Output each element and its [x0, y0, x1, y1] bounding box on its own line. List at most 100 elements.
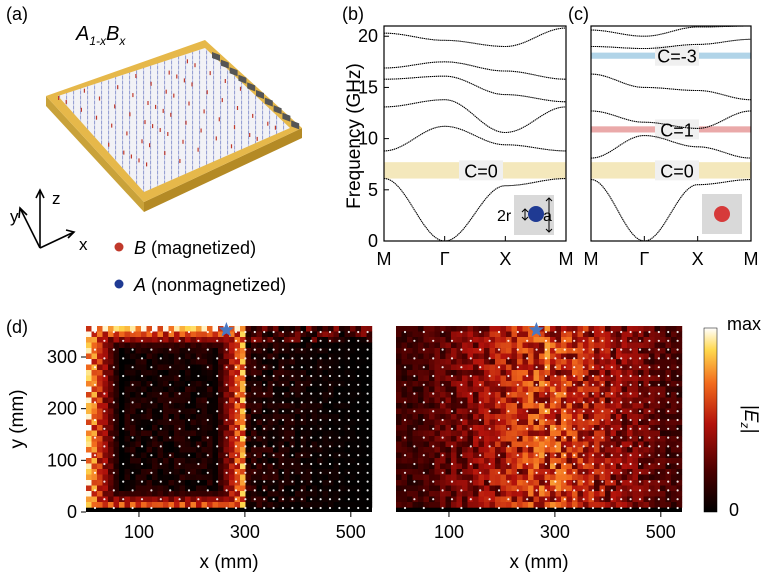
field-cell [577, 452, 584, 459]
field-cell [610, 463, 617, 470]
field-cell [207, 469, 213, 475]
rod-marker [563, 410, 566, 413]
field-cell [102, 485, 109, 492]
field-cell [152, 381, 158, 387]
field-cell [451, 364, 457, 371]
field-cell [212, 397, 219, 404]
field-cell [621, 337, 628, 343]
field-cell [418, 502, 424, 508]
field-cell [418, 370, 424, 376]
field-cell [401, 331, 408, 338]
rod-marker [601, 418, 604, 422]
field-cell [671, 370, 677, 376]
field-cell [412, 447, 419, 453]
field-cell [234, 480, 241, 486]
field-cell [174, 375, 180, 382]
field-cell [174, 326, 180, 332]
field-cell [141, 331, 147, 338]
field-cell [262, 397, 268, 404]
rod-marker [272, 480, 275, 483]
field-cell [124, 353, 131, 360]
field-cell [300, 430, 307, 437]
field-cell [621, 348, 628, 354]
field-cell [339, 458, 345, 464]
rod-marker [601, 410, 604, 413]
field-cell [517, 441, 523, 448]
field-cell [396, 496, 402, 503]
field-cell [267, 392, 274, 398]
field-cell [495, 353, 501, 360]
field-cell [163, 342, 169, 349]
field-cell [185, 342, 191, 349]
field-cell [544, 419, 551, 426]
field-cell [135, 491, 142, 497]
field-cell [157, 447, 164, 453]
field-cell [190, 502, 197, 508]
field-cell [423, 502, 430, 508]
field-cell [627, 436, 633, 442]
magnetized-rod [215, 136, 217, 141]
field-cell [317, 386, 323, 393]
field-cell [218, 474, 224, 481]
field-cell [135, 326, 142, 332]
field-cell [423, 403, 430, 409]
field-cell [566, 408, 573, 415]
field-cell [328, 474, 334, 481]
field-cell [484, 430, 490, 437]
field-cell [638, 458, 644, 464]
field-cell [179, 441, 186, 448]
field-cell [473, 386, 479, 393]
rod-marker [366, 445, 369, 448]
field-cell [511, 359, 518, 365]
rod-marker [263, 427, 266, 430]
rod-marker [319, 489, 322, 492]
rod-marker [234, 445, 238, 448]
field-cell [577, 359, 584, 365]
field-cell [665, 458, 672, 464]
field-cell [594, 458, 600, 464]
rod-marker [319, 427, 322, 430]
rod-marker [573, 462, 576, 466]
rod-marker [573, 392, 576, 395]
rod-marker [140, 462, 144, 466]
field-cell [588, 375, 595, 382]
field-cell [671, 436, 677, 442]
field-cell [317, 359, 323, 365]
field-cell [555, 419, 562, 426]
field-cell [267, 469, 274, 475]
field-cell [594, 474, 600, 481]
field-cell [152, 370, 158, 376]
rod-marker [544, 445, 548, 448]
rod-marker [601, 480, 604, 483]
field-cell [311, 359, 318, 365]
rod-marker [535, 383, 538, 386]
field-cell [660, 331, 666, 338]
field-cell [539, 342, 545, 349]
field-cell [97, 397, 103, 404]
field-cell [355, 474, 362, 481]
field-cell [522, 430, 529, 437]
field-cell [97, 403, 103, 409]
field-cell [445, 480, 452, 486]
field-cell [418, 375, 424, 382]
field-cell [550, 364, 556, 371]
field-cell [251, 480, 257, 486]
magnetized-rod [176, 74, 178, 79]
field-cell [91, 342, 98, 349]
rod-marker [310, 427, 313, 430]
field-cell [517, 337, 523, 343]
field-cell [418, 408, 424, 415]
rod-marker [610, 454, 613, 457]
field-cell [262, 386, 268, 393]
field-cell [671, 419, 677, 426]
rod-marker [328, 462, 332, 466]
rod-marker [357, 506, 360, 510]
field-cell [517, 326, 523, 332]
rod-marker [573, 471, 576, 474]
rod-marker [676, 357, 679, 360]
field-cell [190, 326, 197, 332]
field-cell [130, 403, 136, 409]
rod-marker [206, 454, 209, 457]
field-cell [610, 326, 617, 332]
